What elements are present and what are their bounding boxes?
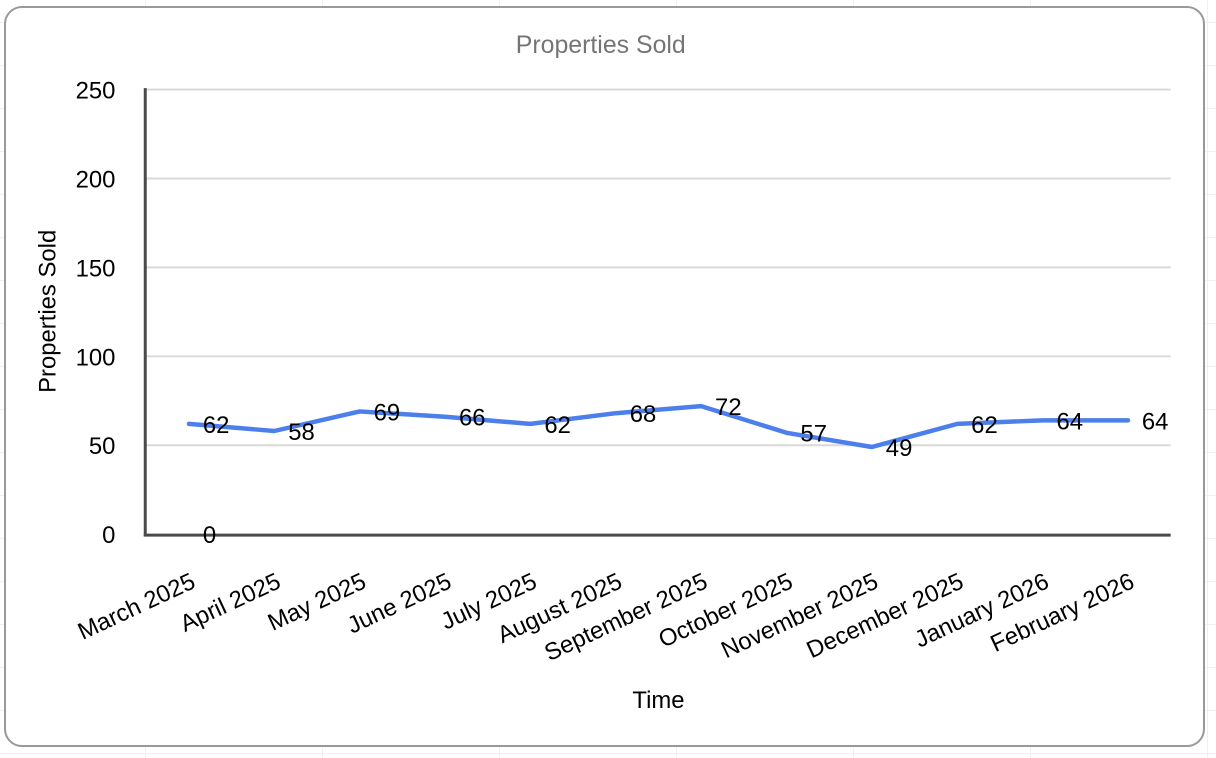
data-label: 62 (203, 412, 230, 439)
y-axis-tick-label: 150 (76, 255, 116, 282)
data-label: 62 (544, 412, 571, 439)
data-label: 62 (971, 412, 998, 439)
data-label: 0 (203, 522, 216, 549)
data-label: 72 (715, 394, 742, 421)
data-label: 58 (288, 419, 315, 446)
data-label: 64 (1142, 408, 1169, 435)
data-label: 69 (374, 399, 401, 426)
y-axis-tick-label: 200 (76, 166, 116, 193)
data-label: 57 (800, 421, 827, 448)
y-axis-tick-label: 100 (76, 344, 116, 371)
y-axis-title: Properties Sold (35, 230, 62, 393)
y-axis-tick-label: 0 (102, 522, 115, 549)
data-label: 49 (886, 435, 913, 462)
x-axis-tick-label: March 2025 (74, 568, 200, 646)
y-axis-tick-label: 50 (89, 433, 116, 460)
x-axis-tick-label: February 2026 (986, 568, 1138, 658)
data-label: 68 (630, 401, 657, 428)
chart-title: Properties Sold (516, 31, 686, 59)
data-label: 64 (1057, 408, 1084, 435)
y-axis-tick-label: 250 (76, 78, 116, 105)
properties-sold-line-chart: Properties Sold Properties Sold Time 0 50… (35, 31, 1171, 714)
data-label: 66 (459, 405, 486, 432)
chart-card[interactable]: Properties Sold Properties Sold Time 0 50… (4, 6, 1205, 747)
x-axis-title: Time (632, 687, 684, 714)
series-line (186, 403, 1131, 450)
